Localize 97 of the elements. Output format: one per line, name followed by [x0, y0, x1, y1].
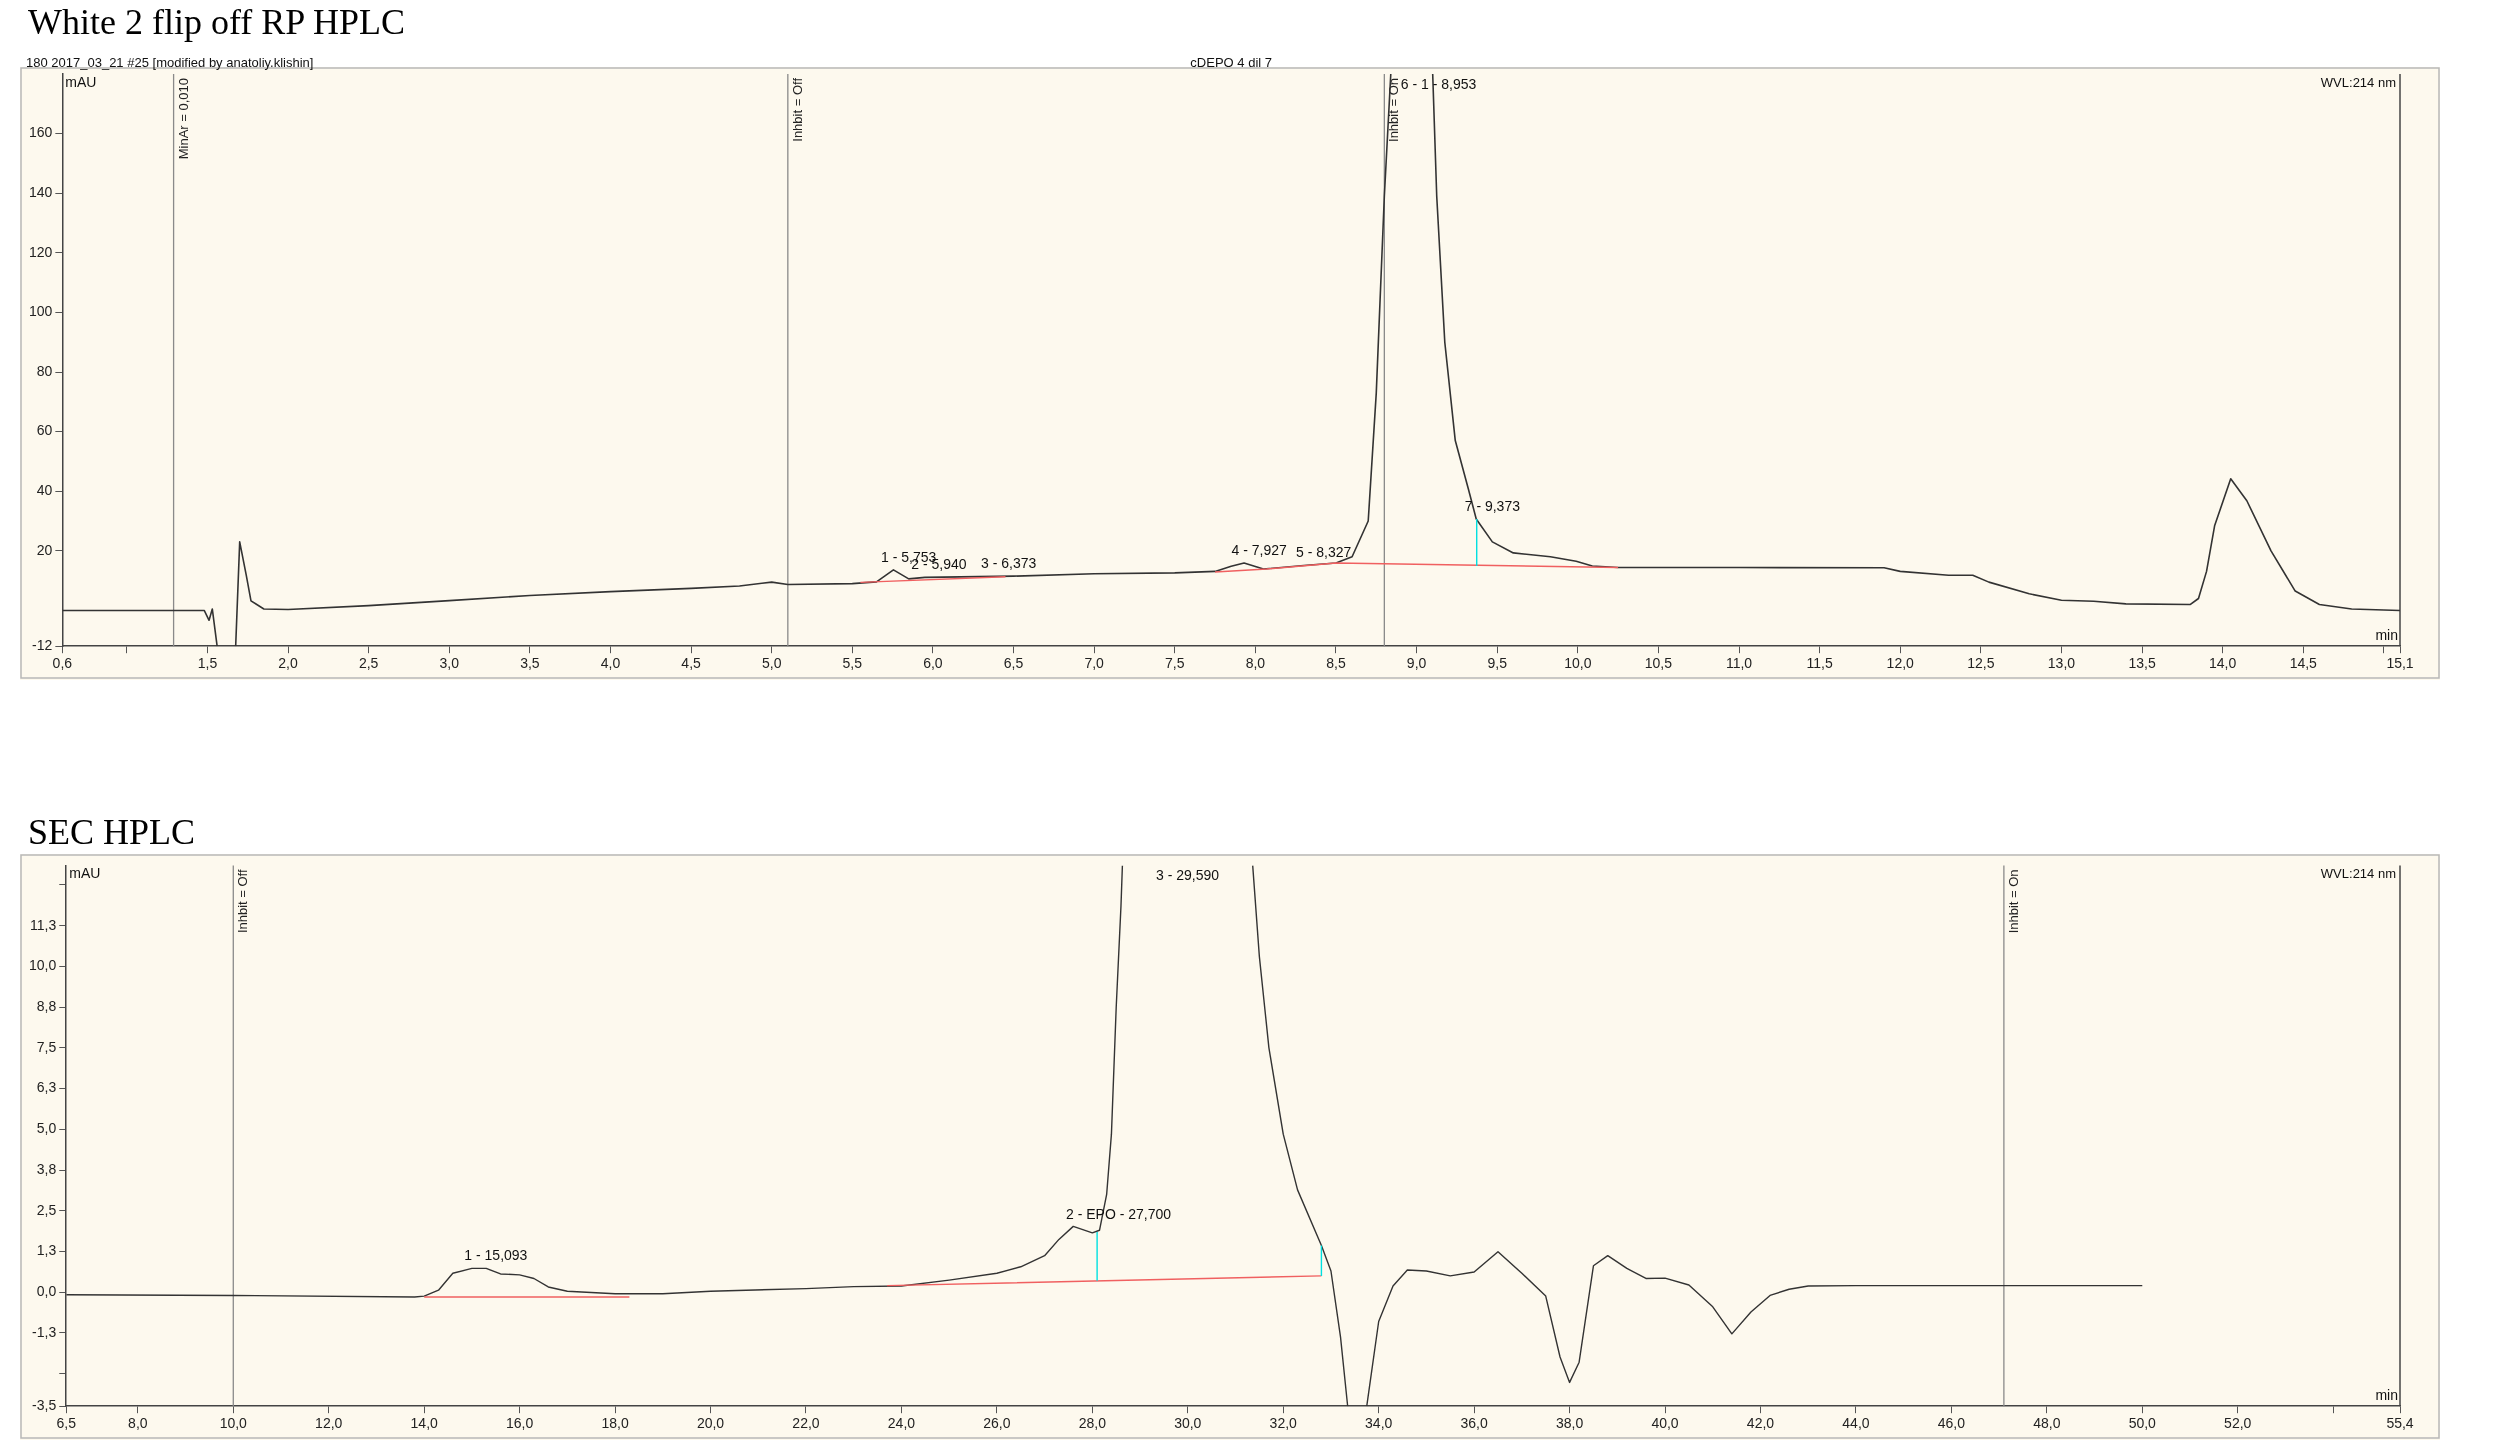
- x-tick-label: 6,5: [56, 1415, 77, 1432]
- annotation: 7 - 9,373: [1464, 497, 1521, 514]
- x-tick-label: 18,0: [601, 1415, 629, 1432]
- x-tick-label: 7,0: [1084, 655, 1105, 672]
- x-tick-label: 44,0: [1842, 1415, 1870, 1432]
- y-tick-label: 10,0: [29, 957, 57, 974]
- x-tick-label: 2,5: [358, 655, 379, 672]
- x-tick-label: 3,0: [439, 655, 460, 672]
- y-axis-title: mAU: [69, 865, 101, 882]
- y-tick-label: 60: [36, 422, 53, 439]
- annotation: 1 - 15,093: [464, 1246, 528, 1263]
- x-tick-label: 22,0: [792, 1415, 820, 1432]
- y-tick-label: 120: [29, 243, 53, 260]
- x-tick-label: 13,5: [2128, 655, 2156, 672]
- x-tick-label: 12,0: [1886, 655, 1915, 672]
- x-tick-label: 24,0: [887, 1415, 916, 1432]
- x-tick-label: 38,0: [1555, 1415, 1584, 1432]
- y-tick-label: 2,5: [36, 1201, 57, 1218]
- y-tick-label: 7,5: [36, 1038, 57, 1055]
- x-tick-label: 2,0: [278, 655, 298, 672]
- x-tick-label: 55,4: [2386, 1415, 2414, 1432]
- text: 180 2017_03_21 #25 [modified by anatoliy.klishin]: [26, 55, 314, 71]
- x-tick-label: 8,5: [1326, 655, 1346, 672]
- x-tick-label: 3,5: [520, 655, 540, 672]
- ref-line-label: Inhbit = Off: [789, 77, 805, 142]
- annotation: 4 - 7,927: [1231, 541, 1288, 558]
- x-tick-label: 5,0: [761, 655, 782, 672]
- x-tick-label: 14,0: [2209, 655, 2237, 672]
- x-tick-label: 10,0: [1564, 655, 1592, 672]
- annotation: 5 - 8,327: [1296, 544, 1352, 561]
- x-tick-label: 34,0: [1365, 1415, 1393, 1432]
- ref-line-label: Inhbit = On: [1386, 78, 1402, 142]
- x-tick-label: 46,0: [1937, 1415, 1966, 1432]
- x-tick-label: 26,0: [983, 1415, 1011, 1432]
- y-tick-label: 8,8: [36, 997, 57, 1014]
- x-tick-label: 10,5: [1644, 655, 1673, 672]
- y-tick-label: 11,3: [30, 916, 57, 933]
- x-tick-label: 28,0: [1078, 1415, 1107, 1432]
- x-axis-title: min: [2375, 627, 2398, 644]
- chart-title: White 2 flip off RP HPLC: [28, 1, 406, 44]
- text: cDEPO 4 dil 7: [1190, 55, 1273, 71]
- x-tick-label: 40,0: [1651, 1415, 1679, 1432]
- y-tick-label: 80: [36, 362, 53, 379]
- x-tick-label: 32,0: [1269, 1415, 1298, 1432]
- x-tick-label: 5,5: [842, 655, 863, 672]
- annotation: WVL:214 nm: [2320, 866, 2396, 882]
- x-tick-label: 20,0: [696, 1415, 725, 1432]
- x-tick-label: 36,0: [1460, 1415, 1488, 1432]
- x-tick-label: 7,5: [1165, 655, 1185, 672]
- x-tick-label: 13,0: [2047, 655, 2076, 672]
- x-tick-label: 9,0: [1406, 655, 1427, 672]
- x-tick-label: 14,0: [410, 1415, 439, 1432]
- x-tick-label: 11,0: [1725, 655, 1753, 672]
- ref-line-label: Inhbit = Off: [235, 869, 251, 934]
- y-tick-label: 40: [36, 482, 53, 499]
- x-tick-label: 15,1: [2386, 655, 2414, 672]
- x-tick-label: 0,6: [52, 655, 73, 672]
- x-tick-label: 10,0: [219, 1415, 248, 1432]
- x-tick-label: 6,5: [1003, 655, 1024, 672]
- y-tick-label: -3,5: [32, 1397, 57, 1414]
- annotation: WVL:214 nm: [2320, 75, 2396, 91]
- y-tick-label: -1,3: [32, 1323, 57, 1340]
- x-tick-label: 16,0: [506, 1415, 534, 1432]
- annotation: MinAr = 0,010: [175, 78, 191, 160]
- y-tick-label: 160: [29, 124, 53, 141]
- x-tick-label: 12,0: [315, 1415, 343, 1432]
- y-tick-label: 0,0: [36, 1283, 57, 1300]
- x-tick-label: 9,5: [1487, 655, 1508, 672]
- x-tick-label: 52,0: [2224, 1415, 2252, 1432]
- y-tick-label: 6,3: [36, 1079, 57, 1096]
- y-tick-label: 3,8: [36, 1160, 57, 1177]
- x-axis-title: min: [2375, 1387, 2398, 1404]
- y-tick-label: 5,0: [36, 1120, 57, 1137]
- ref-line-label: Inhbit = On: [2005, 869, 2021, 934]
- x-tick-label: 42,0: [1746, 1415, 1775, 1432]
- x-tick-label: 11,5: [1806, 655, 1833, 672]
- x-tick-label: 4,0: [600, 655, 621, 672]
- y-tick-label: 20: [36, 541, 53, 558]
- x-tick-label: 8,0: [128, 1415, 148, 1432]
- y-axis-title: mAU: [65, 73, 97, 90]
- x-tick-label: 1,5: [197, 655, 218, 672]
- x-tick-label: 50,0: [2128, 1415, 2157, 1432]
- x-tick-label: 14,5: [2289, 655, 2318, 672]
- annotation: 3 - 6,373: [981, 555, 1037, 572]
- chart-title: SEC HPLC: [28, 811, 197, 854]
- x-tick-label: 4,5: [681, 655, 702, 672]
- x-tick-label: 6,0: [923, 655, 943, 672]
- x-tick-label: 30,0: [1174, 1415, 1202, 1432]
- annotation: 6 - 1 - 8,953: [1400, 75, 1477, 92]
- y-tick-label: 1,3: [36, 1242, 57, 1259]
- x-tick-label: 12,5: [1967, 655, 1995, 672]
- annotation: 3 - 29,590: [1156, 867, 1220, 884]
- y-tick-label: -12: [32, 637, 53, 654]
- y-tick-label: 140: [29, 184, 53, 201]
- x-tick-label: 8,0: [1245, 655, 1266, 672]
- x-tick-label: 48,0: [2033, 1415, 2061, 1432]
- y-tick-label: 100: [29, 303, 53, 320]
